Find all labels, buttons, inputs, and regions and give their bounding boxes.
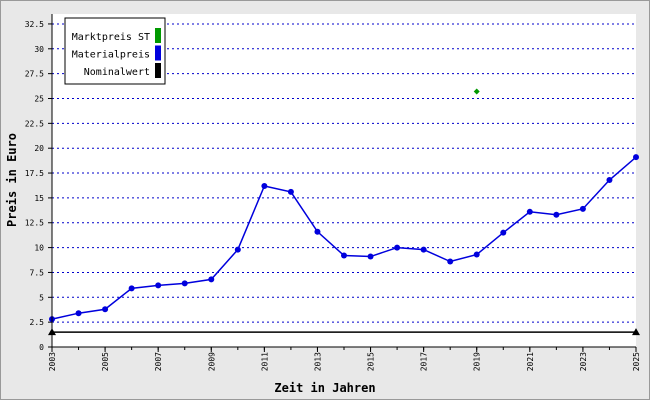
x-tick-label: 2019 <box>473 352 482 371</box>
x-tick-label: 2007 <box>154 352 163 371</box>
point <box>155 282 162 289</box>
point <box>314 228 321 235</box>
x-tick-label: 2023 <box>579 352 588 371</box>
y-tick-label: 25 <box>34 94 44 103</box>
y-tick-label: 30 <box>34 45 44 54</box>
point <box>234 246 241 253</box>
y-tick-label: 7.5 <box>30 268 45 277</box>
y-tick-label: 20 <box>34 144 44 153</box>
point <box>341 252 347 259</box>
x-tick-label: 2017 <box>420 352 429 371</box>
y-tick-label: 32.5 <box>25 20 44 29</box>
x-tick-label: 2009 <box>207 352 216 371</box>
point <box>261 182 268 189</box>
legend-label: Nominalwert <box>84 67 150 78</box>
x-tick-label: 2003 <box>48 352 57 371</box>
x-tick-label: 2011 <box>260 352 269 371</box>
point <box>128 285 135 292</box>
y-tick-label: 17.5 <box>25 169 44 178</box>
y-tick-label: 15 <box>34 194 44 203</box>
y-tick-label: 27.5 <box>25 70 44 79</box>
y-tick-label: 2.5 <box>30 318 45 327</box>
point <box>181 280 188 287</box>
point <box>394 244 401 251</box>
legend-label: Marktpreis ST <box>72 32 150 43</box>
legend-swatch <box>155 45 161 61</box>
x-tick-label: 2005 <box>101 352 110 371</box>
point <box>473 88 480 95</box>
x-tick-label: 2021 <box>526 352 535 371</box>
x-tick-label: 2015 <box>367 352 376 371</box>
legend-swatch <box>155 28 161 43</box>
legend-label: Materialpreis <box>72 50 150 61</box>
point <box>500 229 507 236</box>
y-tick-label: 10 <box>34 244 44 253</box>
point <box>75 310 82 317</box>
y-tick-label: 0 <box>39 343 44 352</box>
grid: 0 2.5 5 7.5 10 12.5 15 17.5 20 22.5 25 27.5 30 32.5 20… <box>25 20 641 371</box>
point <box>367 253 374 260</box>
point <box>553 211 560 218</box>
y-axis-title: Preis in Euro <box>5 133 19 227</box>
point <box>606 177 613 184</box>
point <box>473 251 480 258</box>
point <box>420 246 427 253</box>
legend-swatch <box>155 63 161 78</box>
y-tick-label: 5 <box>39 293 44 302</box>
legend-box <box>64 17 166 85</box>
marks <box>48 88 640 336</box>
point <box>579 205 586 212</box>
x-tick-label: 2025 <box>632 352 641 371</box>
x-tick-label: 2013 <box>313 352 322 371</box>
point <box>102 306 109 313</box>
y-tick-label: 12.5 <box>25 219 44 228</box>
point <box>287 188 294 195</box>
point <box>632 328 640 336</box>
point <box>208 276 215 283</box>
point <box>447 258 454 265</box>
legend: Marktpreis ST Materialpreis Nominalwert <box>64 17 166 85</box>
y-tick-label: 22.5 <box>25 119 44 128</box>
x-axis-title: Zeit in Jahren <box>274 381 375 395</box>
point <box>526 208 533 215</box>
point <box>633 154 639 161</box>
